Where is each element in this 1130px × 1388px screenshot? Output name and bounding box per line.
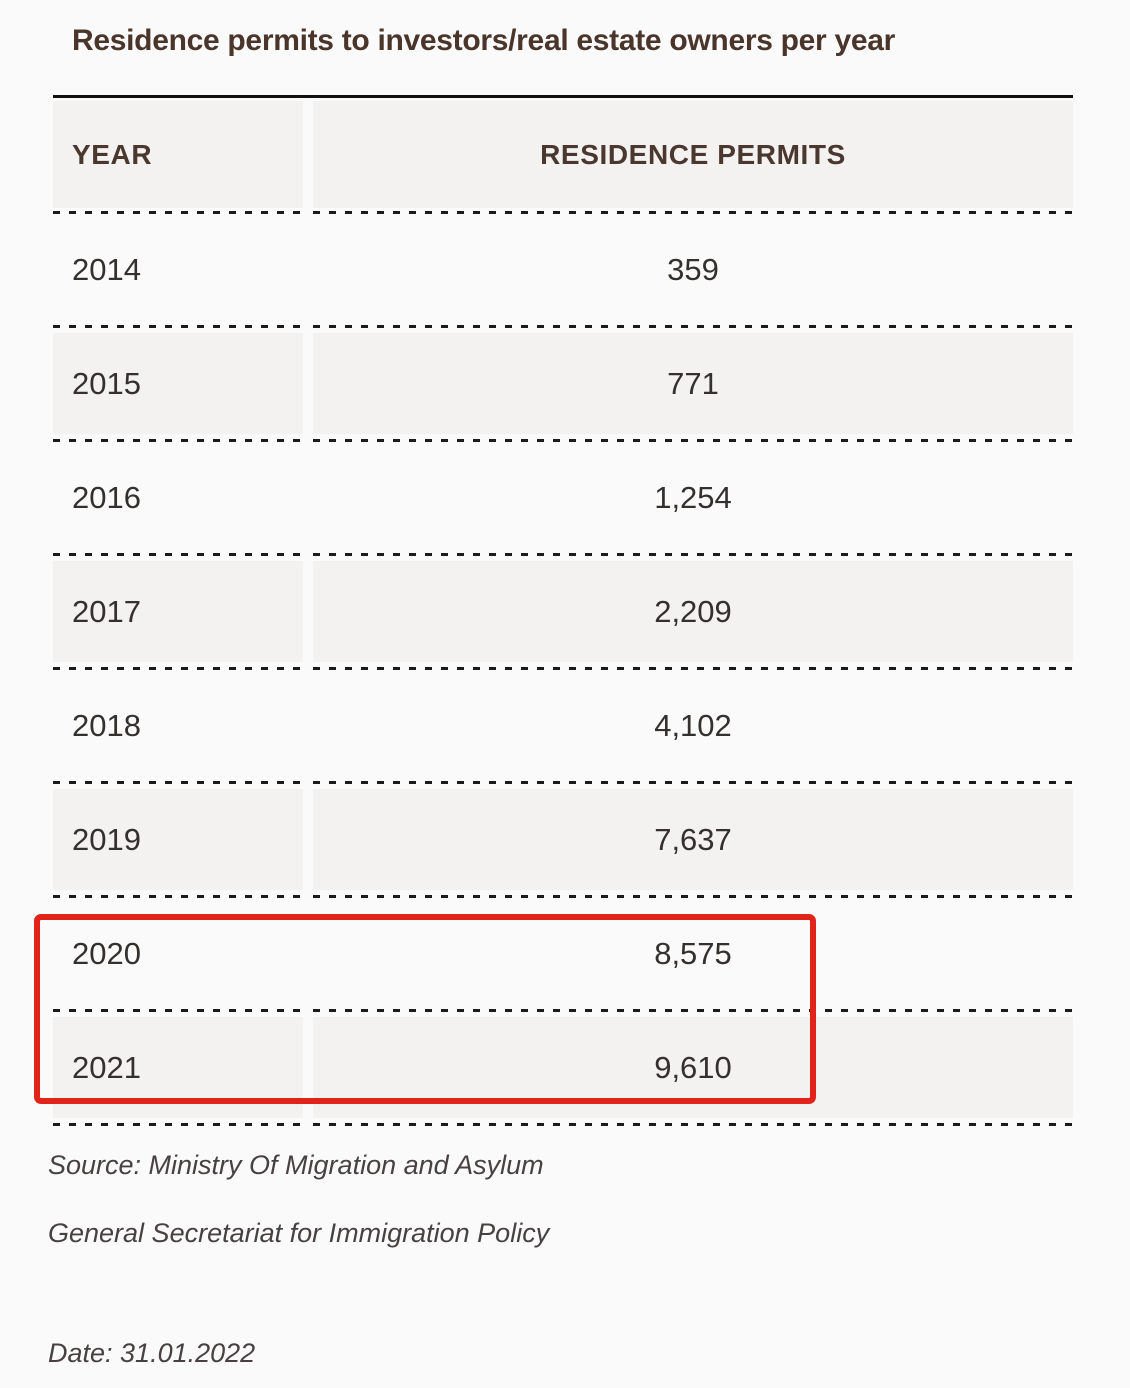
table-top-border <box>53 95 1073 98</box>
row-separator <box>53 439 1073 442</box>
table-row: 2018 4,102 <box>53 670 1073 781</box>
row-separator <box>53 781 1073 784</box>
table-header-row: YEAR RESIDENCE PERMITS <box>53 98 1073 211</box>
red-highlight-box <box>34 914 816 1104</box>
table-row-highlighted: 2021 9,610 <box>53 1012 1073 1123</box>
row-separator <box>53 1009 1073 1012</box>
row-separator <box>53 325 1073 328</box>
column-header-permits: RESIDENCE PERMITS <box>313 101 1073 208</box>
row-separator <box>53 553 1073 556</box>
row-separator <box>53 667 1073 670</box>
permits-cell: 2,209 <box>313 561 1073 662</box>
table-row: 2014 359 <box>53 214 1073 325</box>
year-cell: 2017 <box>53 561 303 662</box>
table-row: 2015 771 <box>53 328 1073 439</box>
permits-cell: 4,102 <box>654 707 732 743</box>
page-title: Residence permits to investors/real esta… <box>72 24 895 57</box>
year-cell: 2014 <box>72 251 141 287</box>
row-separator <box>53 211 1073 214</box>
permits-cell: 7,637 <box>313 789 1073 890</box>
row-separator <box>53 895 1073 898</box>
permits-cell: 771 <box>313 333 1073 434</box>
year-cell: 2018 <box>72 707 141 743</box>
source-line-2: General Secretariat for Immigration Poli… <box>48 1218 550 1248</box>
permits-cell: 1,254 <box>654 479 732 515</box>
table-row: 2017 2,209 <box>53 556 1073 667</box>
year-cell: 2020 <box>72 935 141 971</box>
year-cell: 2019 <box>53 789 303 890</box>
year-cell: 2016 <box>72 479 141 515</box>
table-row: 2019 7,637 <box>53 784 1073 895</box>
source-line-1: Source: Ministry Of Migration and Asylum <box>48 1150 544 1180</box>
permits-cell: 8,575 <box>654 935 732 971</box>
year-cell: 2015 <box>53 333 303 434</box>
date-line: Date: 31.01.2022 <box>48 1338 256 1368</box>
permits-cell: 359 <box>667 251 719 287</box>
row-separator <box>53 1123 1073 1126</box>
table-row-highlighted: 2020 8,575 <box>53 898 1073 1009</box>
column-header-year: YEAR <box>53 101 303 208</box>
residence-permits-table: YEAR RESIDENCE PERMITS 2014 359 2015 771… <box>53 95 1073 1126</box>
table-row: 2016 1,254 <box>53 442 1073 553</box>
